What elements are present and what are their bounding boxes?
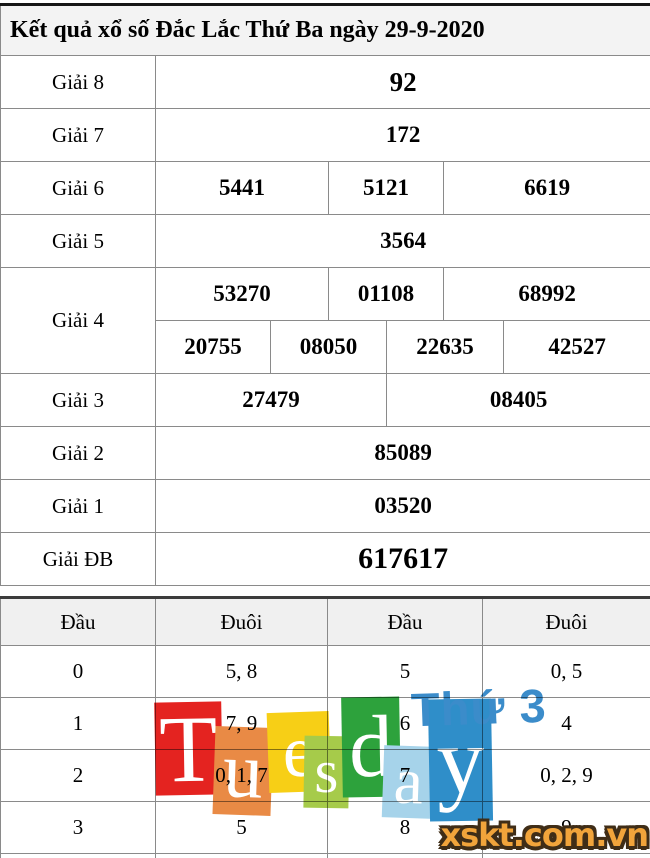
duoi-cell: 4 xyxy=(482,697,650,750)
prize-value-2: 85089 xyxy=(154,426,650,480)
prize-row-db: Giải ĐB 617617 xyxy=(0,532,650,586)
prize-value-7: 172 xyxy=(154,108,650,162)
prize-row-8: Giải 8 92 xyxy=(0,55,650,109)
table-row: 0 5, 8 5 0, 5 xyxy=(0,645,650,698)
prize-value-1: 03520 xyxy=(154,479,650,533)
prize-row-5: Giải 5 3564 xyxy=(0,214,650,268)
prize-label-4: Giải 4 xyxy=(0,267,156,374)
duoi-cell: 7, 9 xyxy=(155,697,328,750)
table-row: 4 1 9 2, 2 xyxy=(0,853,650,858)
dau-cell: 2 xyxy=(0,749,156,802)
dau-cell: 1 xyxy=(0,697,156,750)
prize-value-3-1: 27479 xyxy=(155,373,387,427)
prize-label-db: Giải ĐB xyxy=(0,532,156,586)
prize-row-1: Giải 1 03520 xyxy=(0,479,650,533)
col-header-dau-1: Đầu xyxy=(0,597,156,646)
prize-label-6: Giải 6 xyxy=(0,161,156,215)
prize-value-4-4: 20755 xyxy=(155,320,271,374)
prize-row-6: Giải 6 5441 5121 6619 xyxy=(0,161,650,215)
duoi-cell: 1 xyxy=(155,853,328,858)
prize-value-4-6: 22635 xyxy=(386,320,504,374)
dau-cell: 3 xyxy=(0,801,156,854)
prize-label-1: Giải 1 xyxy=(0,479,156,533)
dau-cell: 6 xyxy=(327,697,483,750)
duoi-cell: 9 xyxy=(482,801,650,854)
prize-value-4-5: 08050 xyxy=(270,320,387,374)
prize-label-2: Giải 2 xyxy=(0,426,156,480)
dau-cell: 9 xyxy=(327,853,483,858)
dau-cell: 4 xyxy=(0,853,156,858)
results-table: Kết quả xổ số Đắc Lắc Thứ Ba ngày 29-9-2… xyxy=(0,3,650,586)
duoi-cell: 0, 1, 7 xyxy=(155,749,328,802)
table-row: 1 7, 9 6 4 xyxy=(0,697,650,750)
prize-value-6-2: 5121 xyxy=(328,161,444,215)
col-header-duoi-1: Đuôi xyxy=(155,597,328,646)
prize-value-4-1: 53270 xyxy=(155,267,329,321)
prize-value-8: 92 xyxy=(154,55,650,109)
col-header-duoi-2: Đuôi xyxy=(482,597,650,646)
dau-cell: 7 xyxy=(327,749,483,802)
prize-value-4-3: 68992 xyxy=(442,267,650,321)
duoi-cell: 0, 2, 9 xyxy=(482,749,650,802)
dau-cell: 5 xyxy=(327,645,483,698)
prize-row-4a: Giải 4 53270 01108 68992 xyxy=(0,267,650,374)
duoi-cell: 2, 2 xyxy=(482,853,650,858)
prize-label-8: Giải 8 xyxy=(0,55,156,109)
duoi-cell: 5, 8 xyxy=(155,645,328,698)
prize-value-3-2: 08405 xyxy=(385,373,650,427)
prize-value-6-1: 5441 xyxy=(155,161,329,215)
prize-row-2: Giải 2 85089 xyxy=(0,426,650,480)
dau-cell: 0 xyxy=(0,645,156,698)
prize-row-7: Giải 7 172 xyxy=(0,108,650,162)
prize-row-3: Giải 3 27479 08405 xyxy=(0,373,650,427)
prize-label-7: Giải 7 xyxy=(0,108,156,162)
head-tail-header-row: Đầu Đuôi Đầu Đuôi xyxy=(0,597,650,646)
page-title: Kết quả xổ số Đắc Lắc Thứ Ba ngày 29-9-2… xyxy=(0,4,650,56)
results-title-row: Kết quả xổ số Đắc Lắc Thứ Ba ngày 29-9-2… xyxy=(0,4,650,56)
duoi-cell: 0, 5 xyxy=(482,645,650,698)
table-row: 2 0, 1, 7 7 0, 2, 9 xyxy=(0,749,650,802)
xskt-site-logo[interactable]: xskt.com.vn xyxy=(440,816,649,854)
prize-value-db: 617617 xyxy=(154,532,650,586)
prize-value-5: 3564 xyxy=(154,214,650,268)
duoi-cell: 5 xyxy=(155,801,328,854)
prize-value-6-3: 6619 xyxy=(442,161,650,215)
prize-value-4-7: 42527 xyxy=(502,320,650,374)
prize-label-3: Giải 3 xyxy=(0,373,156,427)
col-header-dau-2: Đầu xyxy=(327,597,483,646)
prize-value-4-2: 01108 xyxy=(328,267,444,321)
prize-label-5: Giải 5 xyxy=(0,214,156,268)
